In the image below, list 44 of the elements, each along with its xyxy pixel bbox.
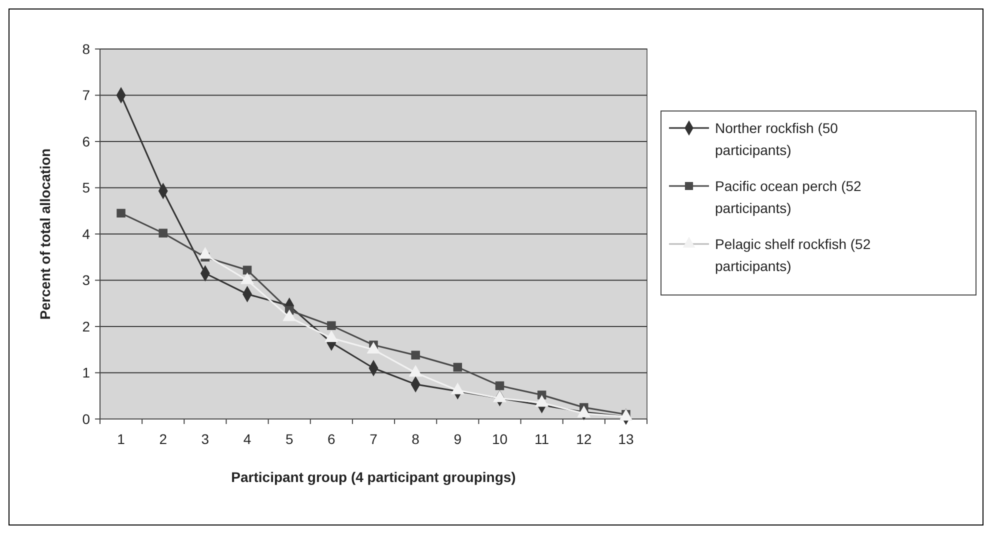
x-tick-label: 4 (243, 431, 252, 447)
point (453, 362, 462, 372)
x-tick-label: 8 (412, 431, 420, 447)
x-tick-label: 3 (201, 431, 210, 447)
x-tick-label: 13 (618, 431, 634, 447)
legend-label: Pelagic shelf rockfish (52 participants) (715, 236, 871, 274)
y-tick-label: 1 (82, 364, 90, 381)
point (158, 228, 168, 238)
y-tick-label: 6 (82, 133, 90, 150)
x-axis-title: Participant group (4 participant groupings) (231, 469, 516, 485)
point (116, 208, 126, 218)
x-tick-label: 10 (492, 431, 508, 447)
x-tick-label: 9 (454, 431, 462, 447)
x-tick-label: 11 (534, 431, 550, 447)
legend-label: Norther rockfish (50 participants) (715, 120, 838, 158)
point (240, 272, 254, 284)
x-tick-label: 2 (159, 431, 168, 447)
x-tick-label: 12 (576, 431, 592, 447)
point (282, 310, 296, 322)
x-tick-label: 5 (285, 431, 294, 447)
point (198, 248, 212, 259)
legend-label: Pacific ocean perch (52 participants) (715, 178, 862, 216)
y-tick-label: 0 (82, 410, 90, 427)
point (409, 365, 422, 377)
x-tick-label: 6 (328, 431, 336, 447)
point (411, 350, 420, 360)
y-tick-label: 7 (82, 87, 90, 104)
point (367, 342, 380, 354)
y-tick-label: 8 (82, 40, 90, 57)
point (535, 396, 548, 407)
y-tick-label: 3 (82, 272, 90, 288)
y-tick-label: 5 (82, 180, 90, 196)
point (451, 383, 464, 394)
point (325, 330, 338, 342)
point (242, 266, 252, 274)
point (327, 321, 336, 330)
x-tick-label: 1 (117, 431, 126, 447)
point (495, 381, 504, 390)
x-tick-label: 7 (370, 431, 378, 447)
point (493, 390, 506, 402)
point (578, 406, 590, 418)
y-tick-label: 2 (82, 318, 90, 334)
y-axis-title: Percent of total allocation (37, 148, 53, 320)
y-tick-label: 4 (82, 226, 90, 242)
